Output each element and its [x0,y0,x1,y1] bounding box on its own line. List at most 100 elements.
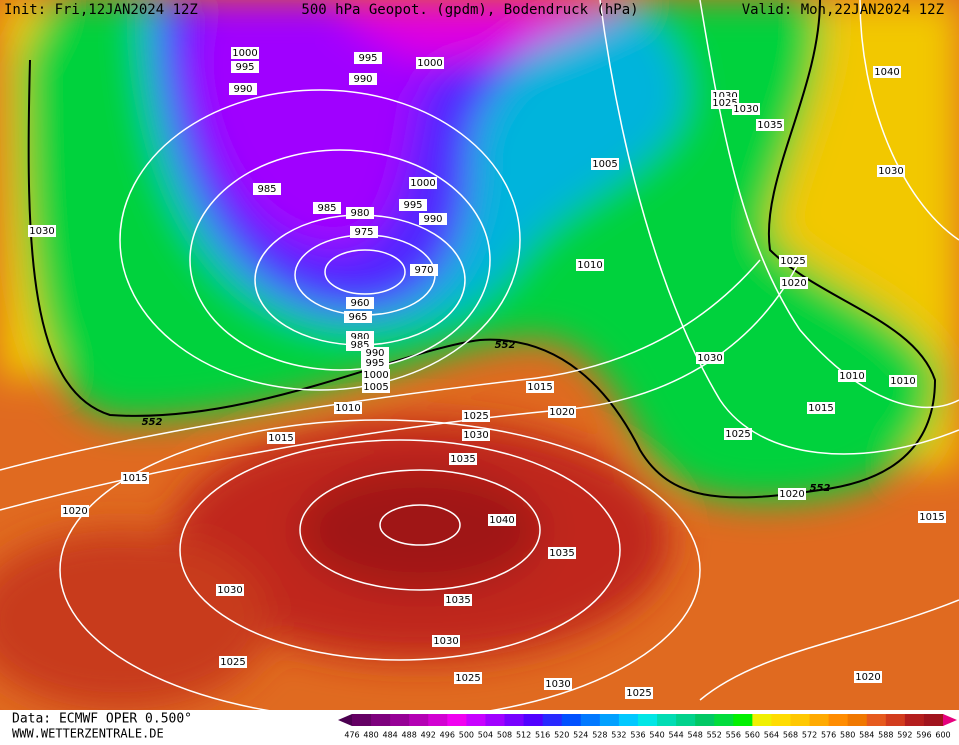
isobar-label: 960 [350,298,369,309]
colorbar-label: 488 [402,731,417,740]
isobar-label: 965 [348,312,367,323]
colorbar-label: 580 [840,731,855,740]
colorbar-label: 492 [421,731,436,740]
label-box [344,311,372,323]
label-box [454,672,482,684]
label-box [334,402,362,414]
label-box [780,277,808,289]
isobar-label: 1040 [489,515,514,526]
colorbar-box [466,714,486,726]
isobar-label: 1025 [780,256,805,267]
colorbar-label: 508 [497,731,512,740]
label-box [488,514,516,526]
isobar-label: 1030 [29,226,54,237]
colorbar-box [390,714,410,726]
label-box [267,432,295,444]
label-box [219,656,247,668]
isobar-label: 985 [257,184,276,195]
label-box [416,57,444,69]
colorbar-box [523,714,544,726]
isobar-label: 1005 [592,159,617,170]
label-box [419,213,447,225]
isobar-label: 1020 [549,407,574,418]
colorbar-label: 588 [878,731,893,740]
colorbar-box [447,714,467,726]
colorbar-box [485,714,506,726]
colorbar-box [752,714,772,726]
label-box [732,103,760,115]
colorbar-box [409,714,429,726]
colorbar-label: 548 [688,731,703,740]
colorbar-box [866,714,887,726]
isobar-label: 980 [350,332,369,343]
label-box [696,352,724,364]
label-box [576,259,604,271]
colorbar-label: 504 [478,731,493,740]
colorbar-label: 480 [363,731,378,740]
isobar-label: 1015 [268,433,293,444]
isobar-label: 1040 [874,67,899,78]
label-box [231,61,259,73]
colorbar-label: 564 [764,731,779,740]
label-box [591,158,619,170]
label-box [889,375,917,387]
label-box [526,381,554,393]
isobar-label: 990 [365,348,384,359]
isobar-label: 995 [358,53,377,64]
colorbar-label: 596 [916,731,931,740]
colorbar-label: 584 [859,731,874,740]
isobar-label: 1030 [463,430,488,441]
colorbar-label: 500 [459,731,474,740]
colorbar-box [428,714,448,726]
height-label: 552 [810,483,831,494]
isobar-label: 1030 [712,91,737,102]
isobar-label: 1020 [855,672,880,683]
colorbar-box [371,714,391,726]
colorbar-label: 552 [707,731,722,740]
colorbar-label: 544 [668,731,683,740]
colorbar-box [657,714,677,726]
label-box [410,264,438,276]
colorbar-label: 560 [745,731,760,740]
isobar-label: 1015 [808,403,833,414]
label-box [918,511,946,523]
isobar-label: 1030 [878,166,903,177]
isobar-label: 1035 [549,548,574,559]
height-label: 552 [142,417,163,428]
isobar-label: 985 [317,203,336,214]
colorbar-box [599,714,620,726]
label-box [229,83,257,95]
colorbar: 476 480 484 488 492 496 500 504 508 512 516 520 524 5… [338,714,957,740]
label-box [231,47,259,59]
label-box [877,165,905,177]
isobar-label: 1005 [363,382,388,393]
isobar-label: 1030 [433,636,458,647]
label-box [449,453,477,465]
label-box [361,357,389,369]
colorbar-label: 556 [726,731,741,740]
label-box [838,370,866,382]
colorbar-label: 592 [897,731,912,740]
label-box [724,428,752,440]
colorbar-label: 524 [573,731,588,740]
colorbar-label: 528 [592,731,607,740]
isobar-label: 980 [350,208,369,219]
colorbar-label: 484 [382,731,397,740]
height-label: 552 [495,340,516,351]
isobar-label: 1000 [363,370,388,381]
isobar-label: 1020 [781,278,806,289]
isobar-label: 1035 [445,595,470,606]
label-box [873,66,901,78]
colorbar-box [847,714,868,726]
colorbar-box [828,714,849,726]
colorbar-box [714,714,734,726]
label-box [399,199,427,211]
colorbar-box [637,714,658,726]
isobar-label: 985 [350,340,369,351]
isobar-label: 1000 [417,58,442,69]
isobar-label: 975 [354,227,373,238]
contour-552 [27,0,937,499]
label-box [548,406,576,418]
colorbar-label: 572 [802,731,817,740]
colorbar-label: 516 [535,731,550,740]
